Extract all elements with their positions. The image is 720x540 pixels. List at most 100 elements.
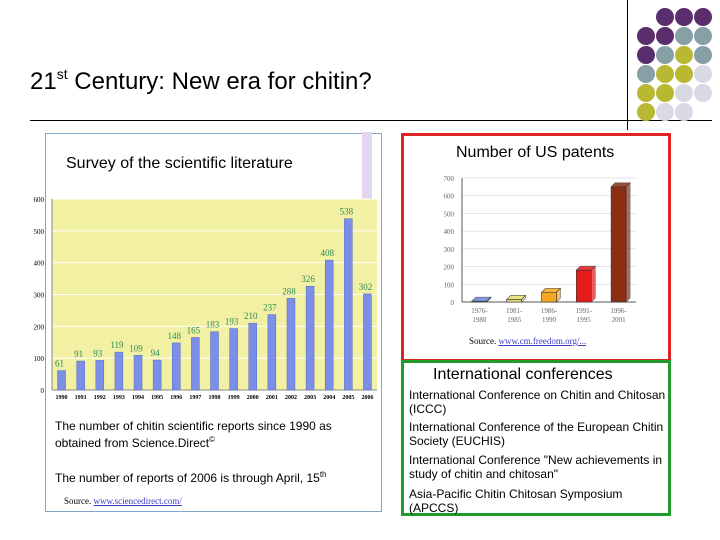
y-tick-label: 500 [444,210,455,218]
bar-side [521,294,527,303]
decor-dot [675,103,693,121]
x-tick-label: 1991- [576,307,593,315]
bar [229,328,238,391]
decor-dot [694,46,712,64]
bar [95,360,105,391]
bar [267,314,277,391]
decor-dot [656,65,674,83]
survey-note-2006: The number of reports of 2006 is through… [55,470,327,485]
x-tick-label: 1993 [113,395,125,401]
y-tick-label: 200 [34,323,45,331]
y-tick-label: 0 [41,387,45,395]
slide-title: 21st Century: New era for chitin? [30,66,372,95]
patents-source: Source. www.cm.freedom.org/... [469,336,587,346]
x-tick-label: 1996- [610,307,627,315]
x-tick-label: 1976- [471,307,488,315]
bar [76,360,85,391]
data-label: 119 [110,340,124,350]
x-tick-label: 1990 [542,316,557,324]
bar [114,351,124,391]
y-tick-label: 100 [34,355,45,363]
data-label: 237 [263,303,277,313]
decor-dot [637,103,655,121]
bar [133,355,143,391]
bar [152,359,162,391]
y-tick-label: 100 [444,281,455,289]
y-tick-label: 300 [444,246,455,254]
survey-source: Source. www.sciencedirect.com/ [64,496,182,506]
conferences-panel [401,360,671,516]
data-label: 109 [129,343,143,353]
data-label: 93 [93,348,103,358]
decor-dot [675,27,693,45]
x-tick-label: 2004 [323,395,335,401]
bar-side [486,296,492,303]
decor-dot [637,46,655,64]
x-tick-label: 1999 [228,395,240,401]
x-tick-label: 2003 [304,395,316,401]
decor-dot [656,84,674,102]
conferences-title: International conferences [433,366,613,383]
data-label: 302 [359,282,373,292]
bar [191,337,200,391]
x-tick-label: 2001 [612,316,627,324]
decor-dot [656,8,674,26]
x-tick-label: 1995 [151,395,163,401]
x-tick-label: 2005 [342,395,354,401]
x-tick-label: 1997 [189,395,201,401]
title-divider [30,120,712,121]
decor-dot [637,27,655,45]
bar [575,269,592,303]
survey-note-reports: The number of chitin scientific reports … [55,419,332,450]
data-label: 210 [244,311,258,321]
x-tick-label: 1985 [507,316,522,324]
data-label: 538 [340,207,354,217]
bar [286,298,296,391]
data-label: 91 [74,349,83,359]
decor-dot [656,27,674,45]
bar-side [625,182,631,303]
bar [610,186,627,303]
bar [248,322,257,391]
x-tick-label: 2006 [361,395,373,401]
data-label: 193 [225,317,239,327]
x-tick-label: 1980 [472,316,487,324]
bar [172,342,181,391]
survey-title: Survey of the scientific literature [66,155,293,172]
conference-item-euchis: International Conference of the European… [409,420,664,448]
conference-item-new-achievements: International Conference "New achievemen… [409,453,663,481]
data-label: 94 [151,348,161,358]
x-tick-label: 1991 [75,395,87,401]
decor-dot [637,65,655,83]
y-tick-label: 600 [34,196,45,204]
decor-dot [694,65,712,83]
x-tick-label: 1996 [170,395,182,401]
data-label: 61 [55,359,64,369]
bar [541,291,557,303]
y-tick-label: 0 [451,299,455,307]
decor-dot [637,84,655,102]
decor-dot [656,103,674,121]
patents-source-link[interactable]: www.cm.freedom.org/... [498,336,587,346]
data-label: 326 [301,274,315,284]
survey-source-link[interactable]: www.sciencedirect.com/ [93,496,182,506]
data-label: 408 [320,248,334,258]
x-tick-label: 2000 [247,395,259,401]
x-tick-label: 1986- [541,307,558,315]
y-tick-label: 300 [34,292,45,300]
decor-dot [656,46,674,64]
x-tick-label: 1995 [577,316,592,324]
bar-side [556,287,561,303]
x-tick-label: 1990 [56,395,68,401]
decor-dot [675,65,693,83]
conference-item-apccs: Asia-Pacific Chitin Chitosan Symposium (… [409,487,623,515]
x-tick-label: 2002 [285,395,297,401]
bar [506,299,523,303]
y-tick-label: 200 [444,264,455,272]
bar [305,285,315,391]
decor-dot [694,8,712,26]
patents-title: Number of US patents [456,144,615,161]
bar [344,218,353,391]
